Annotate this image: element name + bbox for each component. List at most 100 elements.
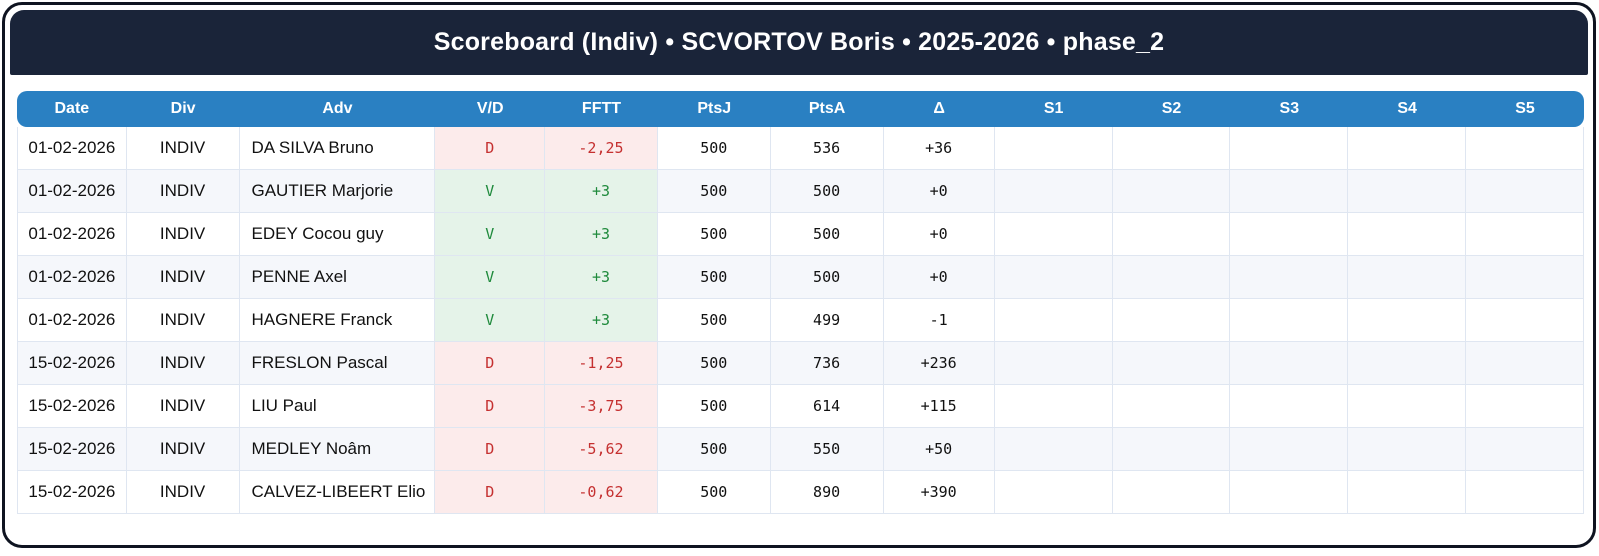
column-header-vd: V/D	[435, 91, 546, 127]
cell-s4	[1348, 299, 1467, 342]
column-header-s5: S5	[1466, 91, 1584, 127]
table-row: 01-02-2026 INDIV DA SILVA Bruno D -2,25 500 53…	[17, 127, 1584, 170]
cell-div: INDIV	[126, 170, 240, 213]
cell-delta: +390	[883, 471, 995, 514]
cell-vd: D	[435, 127, 546, 170]
cell-ptsj: 500	[657, 213, 771, 256]
cell-s4	[1348, 256, 1467, 299]
cell-div: INDIV	[126, 127, 240, 170]
cell-s4	[1348, 385, 1467, 428]
cell-s1	[994, 213, 1113, 256]
cell-s4	[1348, 428, 1467, 471]
cell-s3	[1230, 342, 1349, 385]
column-header-ptsa: PtsA	[770, 91, 884, 127]
table-row: 15-02-2026 INDIV MEDLEY Noâm D -5,62 500 550 +5…	[17, 428, 1584, 471]
cell-adv: CALVEZ-LIBEERT Elio	[239, 471, 436, 514]
cell-s5	[1466, 471, 1584, 514]
page-title: Scoreboard (Indiv) • SCVORTOV Boris • 20…	[433, 28, 1165, 56]
column-header-s3: S3	[1230, 91, 1349, 127]
cell-date: 15-02-2026	[17, 428, 127, 471]
column-header-delta: Δ	[883, 91, 995, 127]
cell-s5	[1466, 385, 1584, 428]
cell-adv: PENNE Axel	[239, 256, 436, 299]
cell-s1	[994, 342, 1113, 385]
cell-ptsa: 890	[770, 471, 884, 514]
cell-s2	[1112, 385, 1231, 428]
table-area: Date Div Adv V/D FFTT PtsJ PtsA Δ S1 S2 S3 S4 S5 01-…	[17, 91, 1584, 514]
cell-ptsj: 500	[657, 127, 771, 170]
cell-s4	[1348, 213, 1467, 256]
column-header-div: Div	[126, 91, 240, 127]
column-header-s1: S1	[994, 91, 1113, 127]
cell-ptsj: 500	[657, 256, 771, 299]
cell-s1	[994, 170, 1113, 213]
scoreboard-table: Date Div Adv V/D FFTT PtsJ PtsA Δ S1 S2 S3 S4 S5 01-…	[17, 91, 1584, 514]
cell-div: INDIV	[126, 213, 240, 256]
cell-vd: D	[435, 471, 546, 514]
cell-s5	[1466, 256, 1584, 299]
table-row: 01-02-2026 INDIV EDEY Cocou guy V +3 500 500 +0	[17, 213, 1584, 256]
cell-vd: V	[435, 170, 546, 213]
cell-adv: HAGNERE Franck	[239, 299, 436, 342]
scoreboard-card: Scoreboard (Indiv) • SCVORTOV Boris • 20…	[2, 2, 1596, 548]
cell-ptsj: 500	[657, 299, 771, 342]
cell-delta: +0	[883, 170, 995, 213]
column-header-date: Date	[17, 91, 127, 127]
cell-s1	[994, 471, 1113, 514]
cell-s5	[1466, 213, 1584, 256]
cell-s2	[1112, 428, 1231, 471]
cell-s2	[1112, 471, 1231, 514]
cell-date: 15-02-2026	[17, 385, 127, 428]
cell-s3	[1230, 428, 1349, 471]
table-row: 01-02-2026 INDIV PENNE Axel V +3 500 500 +0	[17, 256, 1584, 299]
column-header-s2: S2	[1112, 91, 1231, 127]
cell-ptsj: 500	[657, 428, 771, 471]
title-bar: Scoreboard (Indiv) • SCVORTOV Boris • 20…	[10, 10, 1588, 75]
cell-fftt: -2,25	[545, 127, 658, 170]
cell-s2	[1112, 299, 1231, 342]
cell-date: 01-02-2026	[17, 170, 127, 213]
cell-fftt: +3	[545, 299, 658, 342]
cell-div: INDIV	[126, 342, 240, 385]
cell-vd: V	[435, 256, 546, 299]
cell-adv: EDEY Cocou guy	[239, 213, 436, 256]
cell-div: INDIV	[126, 256, 240, 299]
cell-ptsa: 500	[770, 256, 884, 299]
cell-s2	[1112, 170, 1231, 213]
cell-s3	[1230, 385, 1349, 428]
cell-s4	[1348, 342, 1467, 385]
column-header-adv: Adv	[239, 91, 436, 127]
cell-s1	[994, 385, 1113, 428]
cell-s3	[1230, 299, 1349, 342]
cell-s5	[1466, 428, 1584, 471]
cell-date: 01-02-2026	[17, 256, 127, 299]
cell-s2	[1112, 213, 1231, 256]
cell-s5	[1466, 342, 1584, 385]
cell-date: 01-02-2026	[17, 127, 127, 170]
cell-div: INDIV	[126, 299, 240, 342]
cell-s2	[1112, 342, 1231, 385]
cell-fftt: -3,75	[545, 385, 658, 428]
table-row: 01-02-2026 INDIV HAGNERE Franck V +3 500 499 -1	[17, 299, 1584, 342]
cell-ptsa: 499	[770, 299, 884, 342]
cell-s3	[1230, 213, 1349, 256]
cell-date: 15-02-2026	[17, 471, 127, 514]
cell-date: 15-02-2026	[17, 342, 127, 385]
cell-ptsa: 536	[770, 127, 884, 170]
cell-s4	[1348, 170, 1467, 213]
cell-s3	[1230, 471, 1349, 514]
cell-fftt: -5,62	[545, 428, 658, 471]
cell-fftt: -1,25	[545, 342, 658, 385]
cell-adv: MEDLEY Noâm	[239, 428, 436, 471]
cell-ptsa: 550	[770, 428, 884, 471]
cell-adv: DA SILVA Bruno	[239, 127, 436, 170]
cell-fftt: +3	[545, 213, 658, 256]
cell-s3	[1230, 127, 1349, 170]
cell-s5	[1466, 299, 1584, 342]
cell-ptsj: 500	[657, 342, 771, 385]
header-row: Date Div Adv V/D FFTT PtsJ PtsA Δ S1 S2 S3 S4 S5	[17, 91, 1584, 127]
cell-vd: D	[435, 342, 546, 385]
cell-delta: +115	[883, 385, 995, 428]
cell-div: INDIV	[126, 471, 240, 514]
table-body: 01-02-2026 INDIV DA SILVA Bruno D -2,25 500 53…	[17, 127, 1584, 514]
